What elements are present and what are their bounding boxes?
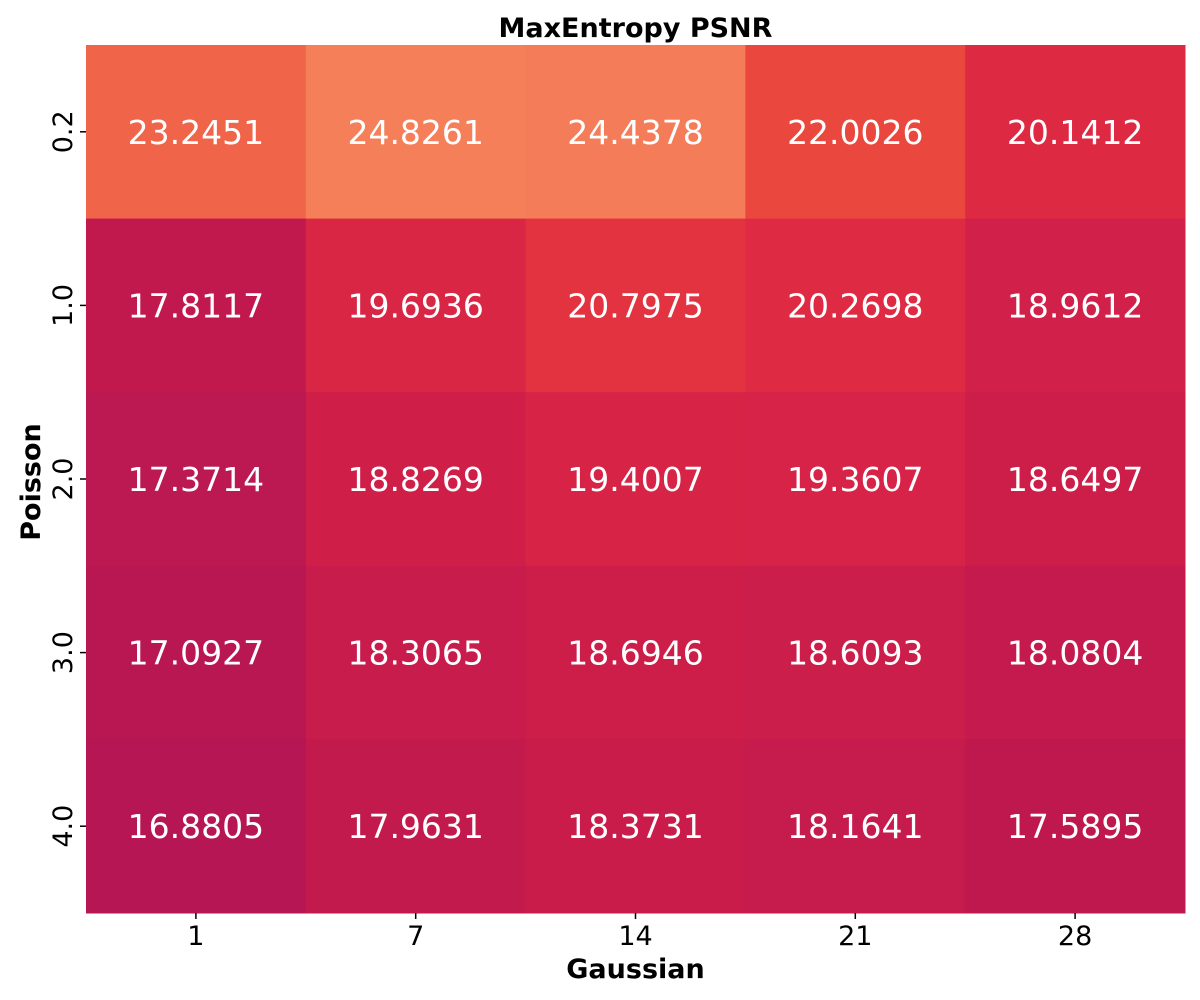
cell-value-label-r0-c1: 24.8261	[347, 113, 483, 152]
x-tick-label-1: 7	[407, 921, 424, 952]
cell-value-label-r2-c4: 18.6497	[1007, 460, 1143, 499]
y-axis-label: Poisson	[16, 423, 47, 541]
cell-value-label-r3-c4: 18.0804	[1007, 634, 1143, 673]
heatmap-cell-r2-c2	[525, 392, 746, 567]
heatmap-cell-r0-c2	[525, 45, 746, 220]
heatmap-cell-r0-c4	[965, 45, 1186, 220]
heatmap-cell-r2-c0	[86, 392, 307, 567]
cell-value-label-r1-c0: 17.8117	[128, 286, 264, 325]
cell-value-label-r2-c1: 18.8269	[347, 460, 483, 499]
cell-value-label-r4-c4: 17.5895	[1007, 807, 1143, 846]
heatmap-cell-r2-c1	[305, 392, 527, 567]
x-axis-ticks: 1 7 14 21 28	[187, 913, 1092, 952]
cell-value-label-r1-c3: 20.2698	[787, 286, 923, 325]
heatmap-cell-r0-c0	[86, 45, 307, 220]
x-tick-label-0: 1	[187, 921, 204, 952]
heatmap-cell-r2-c4	[965, 392, 1186, 567]
heatmap-cell-r4-c2	[525, 739, 746, 914]
cell-value-label-r0-c2: 24.4378	[567, 113, 703, 152]
heatmap-cell-r1-c3	[745, 218, 966, 393]
cell-value-label-r3-c3: 18.6093	[787, 634, 923, 673]
heatmap-cell-r3-c2	[525, 565, 746, 740]
heatmap-cell-r3-c3	[745, 565, 966, 740]
heatmap-cell-r0-c1	[305, 45, 527, 220]
chart-title: MaxEntropy PSNR	[499, 13, 773, 44]
y-tick-label-1: 1.0	[48, 284, 79, 327]
heatmap-cell-r1-c0	[86, 218, 307, 393]
x-tick-label-2: 14	[618, 921, 652, 952]
heatmap-cell-r0-c3	[745, 45, 966, 220]
x-axis-label: Gaussian	[566, 954, 704, 985]
cell-value-label-r0-c0: 23.2451	[128, 113, 264, 152]
x-tick-label-4: 28	[1058, 921, 1092, 952]
heatmap-cell-r4-c1	[305, 739, 527, 914]
heatmap-cell-r4-c0	[86, 739, 307, 914]
cell-value-label-r1-c1: 19.6936	[347, 286, 483, 325]
cell-value-label-r3-c0: 17.0927	[128, 634, 264, 673]
y-tick-label-2: 2.0	[48, 458, 79, 501]
cell-value-label-r4-c3: 18.1641	[787, 807, 923, 846]
heatmap-cell-r3-c0	[86, 565, 307, 740]
cell-value-label-r1-c4: 18.9612	[1007, 286, 1143, 325]
y-axis-ticks: 0.2 1.0 2.0 3.0 4.0	[48, 110, 86, 848]
cell-value-label-r3-c1: 18.3065	[347, 634, 483, 673]
cell-value-label-r2-c3: 19.3607	[787, 460, 923, 499]
heatmap-cell-r3-c4	[965, 565, 1186, 740]
heatmap-cell-r1-c4	[965, 218, 1186, 393]
x-tick-label-3: 21	[838, 921, 872, 952]
heatmap-cells: 23.2451 24.8261 24.4378 22.0026 20.1412 17.81…	[86, 45, 1186, 914]
cell-value-label-r2-c0: 17.3714	[128, 460, 264, 499]
cell-value-label-r1-c2: 20.7975	[567, 286, 703, 325]
cell-value-label-r3-c2: 18.6946	[567, 634, 703, 673]
y-tick-label-3: 3.0	[48, 631, 79, 674]
y-tick-label-0: 0.2	[48, 110, 79, 153]
heatmap-cell-r3-c1	[305, 565, 527, 740]
heatmap-cell-r4-c3	[745, 739, 966, 914]
heatmap-cell-r1-c2	[525, 218, 746, 393]
cell-value-label-r4-c1: 17.9631	[347, 807, 483, 846]
cell-value-label-r4-c2: 18.3731	[567, 807, 703, 846]
cell-value-label-r4-c0: 16.8805	[128, 807, 264, 846]
heatmap-cell-r4-c4	[965, 739, 1186, 914]
y-tick-label-4: 4.0	[48, 805, 79, 848]
cell-value-label-r2-c2: 19.4007	[567, 460, 703, 499]
cell-value-label-r0-c4: 20.1412	[1007, 113, 1143, 152]
heatmap-cell-r1-c1	[305, 218, 527, 393]
heatmap-cell-r2-c3	[745, 392, 966, 567]
cell-value-label-r0-c3: 22.0026	[787, 113, 923, 152]
